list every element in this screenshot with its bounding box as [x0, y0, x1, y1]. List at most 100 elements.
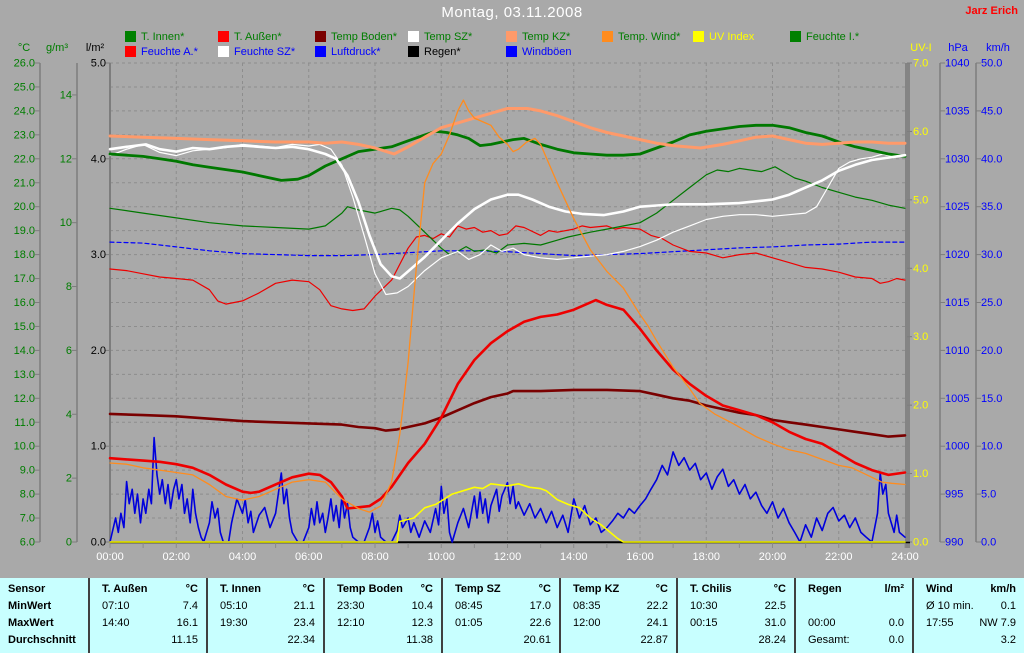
table-col-unit: °C	[538, 583, 551, 595]
table-row: Temp Boden °C	[325, 581, 441, 598]
max-value: 24.1	[646, 617, 668, 629]
avg-value: 0.0	[888, 634, 904, 646]
x-tick-label: 00:00	[96, 551, 124, 563]
axis-tick-label-hpa: 1035	[945, 105, 969, 117]
legend-swatch	[315, 31, 326, 42]
axis-tick-label-hpa: 990	[945, 537, 963, 549]
axis-tick-label-lm2: 5.0	[91, 58, 106, 70]
series-temp-boden	[108, 388, 907, 438]
axis-unit-gm3: g/m³	[46, 42, 68, 54]
min-time: 08:45	[455, 600, 483, 612]
legend-label: Feuchte A.*	[141, 46, 198, 58]
avg-value: 20.61	[523, 634, 551, 646]
table-rowlabel-column: Sensor MinWert MaxWert Durchschnitt	[0, 578, 88, 653]
axis-tick-label-uv: 6.0	[913, 126, 928, 138]
table-row: 14:40 16.1	[90, 615, 206, 632]
table-row: T. Chilis °C	[678, 581, 794, 598]
axis-tick-label-hpa: 1015	[945, 297, 969, 309]
table-column-wind: Wind km/h Ø 10 min. 0.1 17:55 NW 7.9 3.2	[912, 578, 1024, 653]
legend-swatch	[218, 31, 229, 42]
x-tick-label: 12:00	[494, 551, 522, 563]
legend-swatch	[125, 31, 136, 42]
table-col-name: Wind	[926, 583, 953, 595]
axis-tick-label-gm3: 0	[66, 537, 72, 549]
table-col-name: T. Chilis	[690, 583, 732, 595]
axis-tick-label-uv: 0.0	[913, 537, 928, 549]
table-row: Gesamt: 0.0	[796, 632, 912, 649]
table-row: 10:30 22.5	[678, 598, 794, 615]
axis-tick-label-hpa: 1005	[945, 393, 969, 405]
axis-tick-label-temp: 17.0	[14, 273, 35, 285]
legend-swatch	[790, 31, 801, 42]
table-row: Ø 10 min. 0.1	[914, 598, 1024, 615]
table-col-name: Temp SZ	[455, 583, 501, 595]
axis-tick-label-temp: 22.0	[14, 153, 35, 165]
axis-tick-label-kmh: 35.0	[981, 201, 1002, 213]
axis-tick-label-kmh: 10.0	[981, 441, 1002, 453]
legend-item-temp-kz: Temp KZ*	[506, 31, 570, 44]
axis-tick-label-gm3: 14	[60, 89, 72, 101]
page-title: Montag, 03.11.2008	[441, 4, 583, 21]
legend-label: UV Index	[709, 31, 755, 43]
legend-item-feuchte-sz: Feuchte SZ*	[218, 46, 295, 59]
table-column-t-au-en: T. Außen °C 07:10 7.4 14:40 16.1 11.15	[88, 578, 206, 653]
table-row-label: MaxWert	[8, 617, 54, 629]
x-tick-label: 02:00	[162, 551, 190, 563]
table-row: 12:00 24.1	[561, 615, 676, 632]
axis-tick-label-hpa: 1020	[945, 249, 969, 261]
table-column-temp-kz: Temp KZ °C 08:35 22.2 12:00 24.1 22.87	[559, 578, 676, 653]
avg-value: 11.38	[406, 634, 433, 646]
table-col-unit: °C	[302, 583, 315, 595]
series-feuchte-a	[109, 225, 906, 312]
max-time: 00:15	[690, 617, 718, 629]
legend-swatch	[408, 46, 419, 57]
table-row: 00:15 31.0	[678, 615, 794, 632]
axis-tick-label-temp: 8.0	[20, 489, 35, 501]
max-time: 01:05	[455, 617, 483, 629]
legend-label: Feuchte I.*	[806, 31, 860, 43]
table-row: 22.34	[208, 632, 323, 649]
series-luftdruck	[109, 241, 906, 257]
min-value: 22.2	[646, 600, 668, 612]
x-tick-label: 22:00	[825, 551, 853, 563]
axis-tick-label-lm2: 4.0	[91, 153, 106, 165]
axis-tick-label-temp: 19.0	[14, 225, 35, 237]
table-row-label: MinWert	[8, 600, 52, 612]
table-row: T. Außen °C	[90, 581, 206, 598]
table-row: Durchschnitt	[0, 632, 88, 649]
table-col-name: Temp KZ	[573, 583, 620, 595]
axis-tick-label-gm3: 6	[66, 345, 72, 357]
legend-item-feuchte-a: Feuchte A.*	[125, 46, 198, 59]
axis-tick-label-temp: 13.0	[14, 369, 35, 381]
axis-unit-uv: UV-I	[910, 42, 931, 54]
max-time: 19:30	[220, 617, 248, 629]
max-value: 16.1	[176, 617, 198, 629]
axis-tick-label-uv: 2.0	[913, 400, 928, 412]
avg-value: 3.2	[1000, 634, 1016, 646]
max-time: 12:00	[573, 617, 601, 629]
axis-tick-label-temp: 14.0	[14, 345, 35, 357]
axis-tick-label-gm3: 12	[60, 153, 72, 165]
legend-item-regen: Regen*	[408, 46, 461, 59]
table-row: MinWert	[0, 598, 88, 615]
legend-label: Temp SZ*	[424, 31, 473, 43]
legend-item-temp-boden: Temp Boden*	[315, 31, 397, 44]
table-row: 22.87	[561, 632, 676, 649]
axis-tick-label-temp: 26.0	[14, 58, 35, 70]
axis-tick-label-uv: 3.0	[913, 331, 928, 343]
axis-tick-label-kmh: 20.0	[981, 345, 1002, 357]
x-tick-label: 20:00	[759, 551, 787, 563]
axis-tick-label-hpa: 1030	[945, 153, 969, 165]
table-col-name: T. Außen	[102, 583, 148, 595]
min-time: 10:30	[690, 600, 718, 612]
max-time: 17:55	[926, 617, 954, 629]
table-col-name: T. Innen	[220, 583, 261, 595]
table-col-unit: °C	[773, 583, 786, 595]
axis-tick-label-temp: 12.0	[14, 393, 35, 405]
series-windboeen	[109, 436, 906, 543]
axis-tick-label-gm3: 8	[66, 281, 72, 293]
legend-swatch	[315, 46, 326, 57]
legend-label: T. Außen*	[234, 31, 282, 43]
axis-tick-label-kmh: 45.0	[981, 105, 1002, 117]
max-value: 23.4	[293, 617, 315, 629]
